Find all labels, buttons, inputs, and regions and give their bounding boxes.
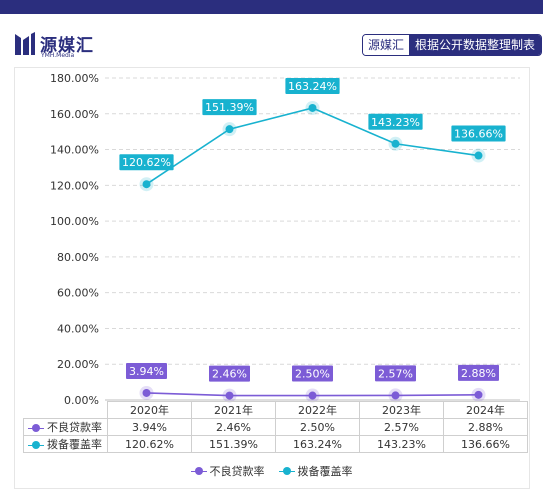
series-name: 拨备覆盖率	[47, 438, 102, 451]
series-line	[146, 107, 479, 185]
table-header-row: 2020年 2021年 2022年 2023年 2024年	[23, 401, 528, 419]
data-label-box	[292, 365, 333, 382]
data-label: 143.23%	[371, 116, 420, 129]
y-tick-label: 140.00%	[50, 144, 99, 157]
data-label-box	[458, 364, 499, 381]
data-point	[474, 151, 483, 160]
table-col-header: 2022年	[275, 401, 360, 419]
data-label: 2.46%	[212, 368, 247, 381]
data-label-box	[285, 77, 340, 94]
table-cell: 2.57%	[359, 418, 444, 436]
table-cell: 2.50%	[275, 418, 360, 436]
y-tick-label: 80.00%	[57, 251, 99, 264]
top-banner	[0, 0, 543, 14]
data-label-box	[209, 365, 250, 382]
table-col-header: 2023年	[359, 401, 444, 419]
source-brand: 源媒汇	[363, 35, 410, 55]
y-tick-label: 160.00%	[50, 108, 99, 121]
legend-item-coverage[interactable]: 拨备覆盖率	[278, 463, 353, 479]
data-label: 136.66%	[454, 128, 503, 141]
chart-frame	[14, 67, 530, 489]
table-row-coverage: 拨备覆盖率 120.62% 151.39% 163.24% 143.23% 13…	[23, 435, 528, 453]
table-cell: 163.24%	[275, 435, 360, 453]
table-row-npl: 不良贷款率 3.94% 2.46% 2.50% 2.57% 2.88%	[23, 418, 528, 436]
npl-marker-icon	[28, 424, 44, 432]
data-point	[225, 125, 234, 134]
chart-legend: 不良贷款率 拨备覆盖率	[0, 463, 543, 479]
data-point	[391, 139, 400, 148]
data-point	[225, 391, 234, 400]
table-row-header: 拨备覆盖率	[23, 435, 108, 453]
table-row-header: 不良贷款率	[23, 418, 108, 436]
table-cell: 2.46%	[191, 418, 276, 436]
source-note: 根据公开数据整理制表	[409, 35, 542, 55]
data-label-box	[375, 365, 416, 382]
data-label: 3.94%	[129, 365, 164, 378]
logo: 源媒汇 YMH.Media	[14, 31, 124, 61]
table-cell: 3.94%	[107, 418, 192, 436]
y-tick-label: 120.00%	[50, 179, 99, 192]
source-badge: 源媒汇 根据公开数据整理制表	[362, 34, 543, 56]
table-col-header: 2024年	[443, 401, 528, 419]
coverage-legend-icon	[278, 467, 295, 475]
data-label-box	[126, 362, 167, 379]
npl-legend-icon	[190, 467, 207, 475]
data-label-box	[451, 125, 506, 142]
data-label: 151.39%	[205, 101, 254, 114]
data-point	[142, 388, 151, 397]
data-label: 120.62%	[122, 156, 171, 169]
y-tick-label: 60.00%	[57, 287, 99, 300]
logo-subtitle: YMH.Media	[41, 52, 75, 59]
table-cell: 143.23%	[359, 435, 444, 453]
data-point	[308, 391, 317, 400]
data-point	[308, 103, 317, 112]
logo-mark-icon	[15, 32, 35, 55]
coverage-marker-icon	[28, 441, 44, 449]
table-col-header: 2021年	[191, 401, 276, 419]
y-tick-label: 100.00%	[50, 215, 99, 228]
y-tick-label: 20.00%	[57, 358, 99, 371]
data-label: 2.50%	[295, 368, 330, 381]
legend-item-npl[interactable]: 不良贷款率	[190, 463, 265, 479]
legend-label: 拨备覆盖率	[297, 465, 353, 478]
table-cell: 2.88%	[443, 418, 528, 436]
data-label: 2.88%	[461, 367, 496, 380]
y-tick-label: 180.00%	[50, 72, 99, 85]
logo-name: 源媒汇	[40, 36, 94, 56]
data-label: 163.24%	[288, 80, 337, 93]
data-point	[142, 180, 151, 189]
data-point	[391, 391, 400, 400]
table-col-header: 2020年	[107, 401, 192, 419]
data-label-box	[202, 99, 257, 116]
data-label-box	[368, 113, 423, 130]
series-name: 不良贷款率	[47, 421, 102, 434]
table-cell: 151.39%	[191, 435, 276, 453]
y-tick-label: 40.00%	[57, 322, 99, 335]
table-cell: 136.66%	[443, 435, 528, 453]
legend-label: 不良贷款率	[209, 465, 265, 478]
data-label: 2.57%	[378, 367, 413, 380]
data-table: 2020年 2021年 2022年 2023年 2024年 不良贷款率 3.94…	[23, 401, 528, 453]
data-label-box	[119, 154, 174, 171]
data-point	[474, 390, 483, 399]
table-cell: 120.62%	[107, 435, 192, 453]
table-corner	[23, 401, 108, 419]
